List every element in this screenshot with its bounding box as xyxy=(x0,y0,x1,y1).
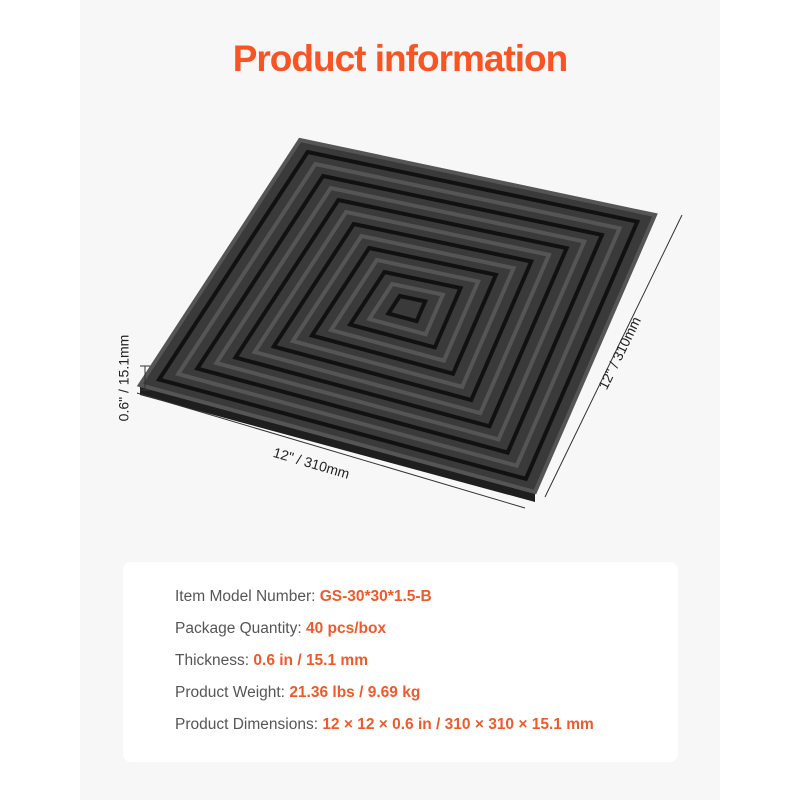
depth-dimension-line xyxy=(544,214,683,498)
dimension-lines xyxy=(136,214,683,509)
tile-rib xyxy=(346,269,464,350)
tile-rib xyxy=(385,293,428,324)
spec-row-quantity: Package Quantity: 40 pcs/box xyxy=(175,620,387,637)
spec-row-dimensions: Product Dimensions: 12 × 12 × 0.6 in / 3… xyxy=(175,716,594,733)
tile-rib xyxy=(327,257,482,363)
spec-row-model: Item Model Number: GS-30*30*1.5-B xyxy=(175,588,432,605)
tile-rib xyxy=(289,233,517,390)
tile-rib xyxy=(251,209,552,416)
tile-rib xyxy=(155,149,641,482)
tile-rib xyxy=(270,221,535,403)
tile-rib xyxy=(136,137,658,495)
spec-row-thickness: Thickness: 0.6 in / 15.1 mm xyxy=(175,652,368,669)
tile-rib xyxy=(366,281,446,337)
spec-card: Item Model Number: GS-30*30*1.5-B Packag… xyxy=(123,562,678,762)
thickness-label: 0.6" / 15.1mm xyxy=(115,334,132,422)
tile-rib xyxy=(175,161,623,469)
spec-row-weight: Product Weight: 21.36 lbs / 9.69 kg xyxy=(175,684,421,701)
tile-rib xyxy=(213,185,588,442)
tile-rib xyxy=(194,173,605,455)
tile-rib xyxy=(232,197,570,429)
width-dimension-line xyxy=(136,392,526,509)
tile-rib xyxy=(308,245,499,377)
page-title: Product information xyxy=(232,38,569,79)
